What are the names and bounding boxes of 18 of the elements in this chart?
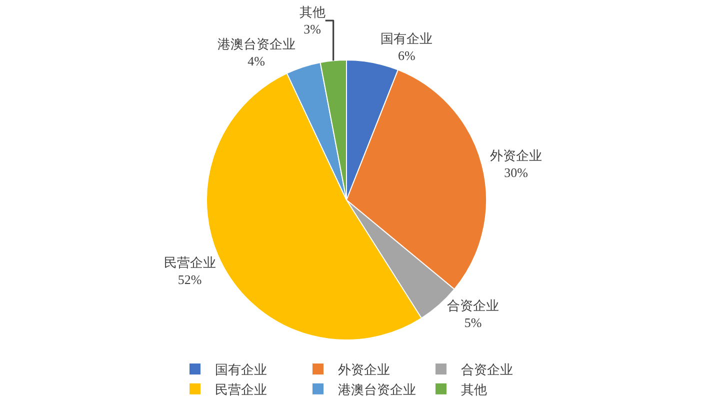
data-label: 30%: [504, 165, 528, 180]
legend-label: 合资企业: [461, 362, 513, 378]
legend-label: 港澳台资企业: [338, 382, 416, 397]
legend-label: 外资企业: [338, 362, 390, 378]
legend-label: 其他: [461, 382, 487, 397]
data-label: 4%: [248, 53, 266, 68]
legend-label: 民营企业: [215, 382, 267, 397]
slice-label: 外资企业: [490, 148, 542, 164]
legend-label: 国有企业: [215, 362, 267, 378]
slice-label: 其他: [299, 4, 326, 20]
slice-label: 合资企业: [447, 298, 500, 314]
data-label: 6%: [398, 48, 416, 64]
slice-label: 港澳台资企业: [217, 36, 296, 52]
data-label: 3%: [304, 21, 322, 36]
data-label: 52%: [178, 272, 202, 288]
slice-label: 国有企业: [380, 31, 433, 46]
data-label: 5%: [464, 314, 482, 330]
slice-label: 民营企业: [164, 255, 216, 270]
